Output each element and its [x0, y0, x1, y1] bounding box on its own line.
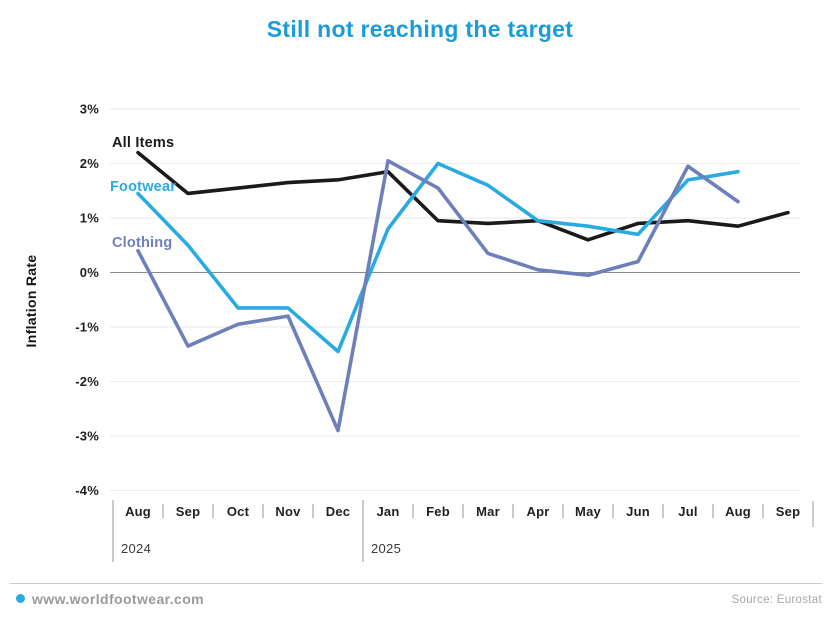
year-label: 2025	[371, 541, 401, 556]
footer-divider	[10, 583, 822, 584]
x-tick-label: Mar	[476, 504, 500, 519]
x-tick-label: May	[575, 504, 601, 519]
y-tick-label: -3%	[75, 429, 99, 444]
footer-source-text: Source: Eurostat	[731, 594, 822, 606]
y-tick-label: 3%	[80, 102, 99, 117]
series-line-footwear	[136, 161, 740, 354]
x-tick-label: Jul	[678, 504, 697, 519]
x-tick-label: Dec	[326, 504, 350, 519]
x-tick-label: Jun	[626, 504, 650, 519]
y-tick-label: -4%	[75, 483, 99, 498]
y-tick-label: -1%	[75, 320, 99, 335]
x-tick-label: Aug	[125, 504, 151, 519]
chart-title: Still not reaching the target	[266, 16, 574, 42]
y-tick-label: -2%	[75, 374, 99, 389]
series-line-all-items	[136, 150, 790, 242]
x-tick-label: Sep	[776, 504, 800, 519]
y-tick-label: 2%	[80, 156, 99, 171]
series-label-all-items: All Items	[112, 135, 174, 151]
series-label-footwear: Footwear	[110, 179, 176, 195]
x-tick-label: Aug	[725, 504, 751, 519]
year-label: 2024	[121, 541, 151, 556]
footer-bullet-icon	[16, 594, 25, 603]
series-label-clothing: Clothing	[112, 235, 172, 251]
series-line-clothing	[136, 158, 740, 433]
x-tick-label: Feb	[426, 504, 450, 519]
x-tick-label: Apr	[527, 504, 550, 519]
x-tick-label: Oct	[227, 504, 250, 519]
x-tick-label: Nov	[275, 504, 301, 519]
x-tick-label: Jan	[376, 504, 399, 519]
y-tick-label: 1%	[80, 211, 99, 226]
footer-site-text: www.worldfootwear.com	[32, 591, 205, 607]
y-tick-label: 0%	[80, 265, 99, 280]
x-tick-label: Sep	[176, 504, 200, 519]
